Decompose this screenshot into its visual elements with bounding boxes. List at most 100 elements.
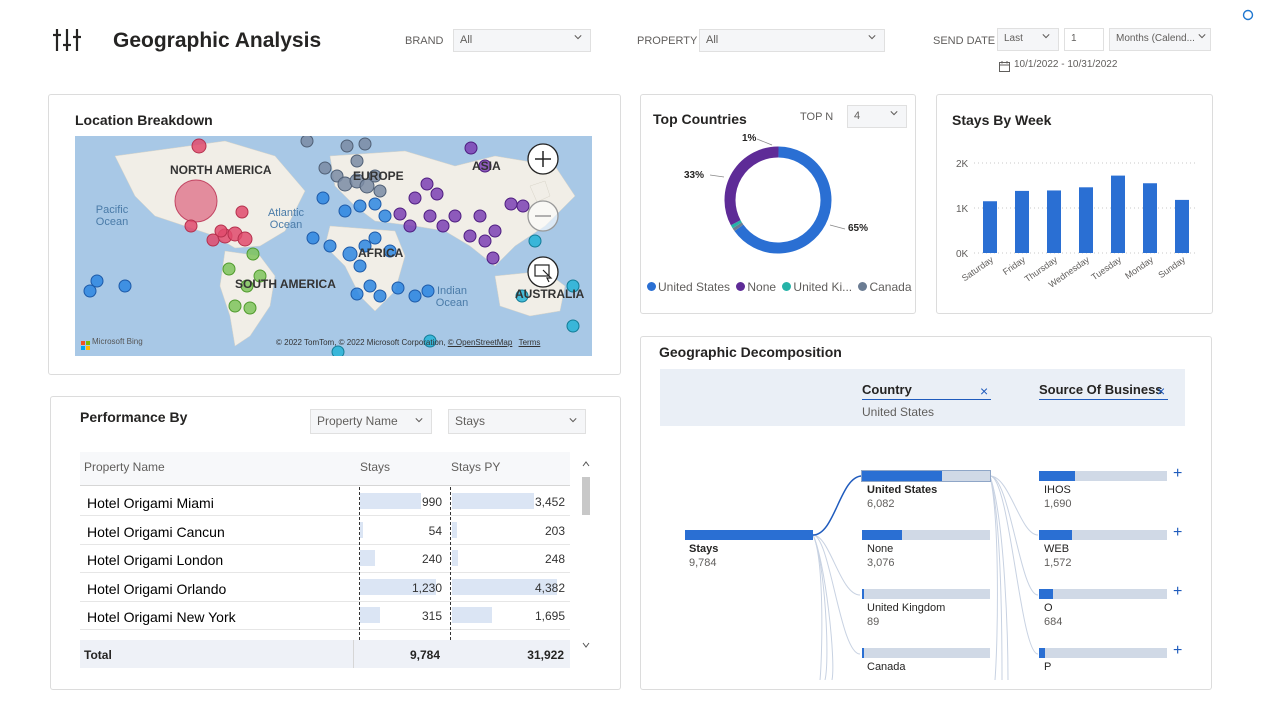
root-node-label: Stays: [689, 543, 719, 555]
x-tick-label: Sunday: [1156, 254, 1187, 280]
bar-saturday[interactable]: [983, 201, 997, 253]
node-bar-fill: [1039, 648, 1045, 658]
send-date-unit-select[interactable]: Months (Calend...: [1109, 28, 1211, 51]
send-date-count-value: 1: [1071, 33, 1077, 44]
expand-plus-icon[interactable]: +: [1173, 642, 1183, 659]
bar-tuesday[interactable]: [1111, 175, 1125, 253]
remove-level-country-icon[interactable]: ×: [980, 383, 989, 399]
map-label-atlantic-ocean: Atlantic Ocean: [267, 207, 305, 231]
bar-wednesday[interactable]: [1079, 187, 1093, 253]
openstreetmap-link[interactable]: © OpenStreetMap: [447, 338, 513, 347]
x-tick-label: Friday: [1001, 254, 1028, 277]
terms-link[interactable]: Terms: [518, 338, 541, 347]
stays-by-week-title: Stays By Week: [952, 112, 1052, 128]
node-bar-fill: [1039, 530, 1073, 540]
expand-plus-icon[interactable]: +: [1173, 465, 1183, 482]
node-bar-track: [1039, 589, 1167, 599]
map-label-africa: AFRICA: [358, 246, 404, 260]
property-select[interactable]: All: [699, 29, 885, 52]
donut-label-65: 65%: [848, 223, 869, 234]
chevron-down-icon: [574, 35, 582, 40]
column-header-stays[interactable]: Stays: [360, 460, 391, 474]
map[interactable]: NORTH AMERICA EUROPE ASIA AFRICA SOUTH A…: [75, 136, 592, 356]
slice-united-states[interactable]: [734, 146, 832, 254]
level-country-value: United States: [862, 405, 935, 419]
map-label-south-america: SOUTH AMERICA: [235, 277, 336, 291]
property-label: PROPERTY: [637, 35, 698, 47]
table-row[interactable]: Hotel Origami Orlando 1,230 4,382: [80, 574, 570, 602]
property-select-value: All: [706, 34, 719, 46]
donut-label-1: 1%: [742, 133, 757, 144]
country-node-value: 6,082: [867, 498, 895, 510]
row-stays-py: 3,452: [534, 495, 565, 509]
source-node-label: O: [1044, 602, 1053, 614]
bar-sunday[interactable]: [1175, 199, 1189, 253]
donut-label-33: 33%: [684, 170, 705, 181]
y-tick-label: 1K: [956, 204, 969, 215]
y-tick-label: 0K: [956, 249, 969, 260]
level-country-header[interactable]: Country: [862, 381, 991, 400]
send-date-mode-select[interactable]: Last: [997, 28, 1059, 51]
table-row[interactable]: Hotel Origami New York 315 1,695: [80, 602, 570, 630]
legend-item-united-states[interactable]: United States: [647, 280, 730, 294]
map-label-indian-ocean: Indian Ocean: [435, 285, 469, 309]
country-node-value: 89: [867, 616, 880, 628]
table-row[interactable]: Hotel Origami London 240 248: [80, 545, 570, 573]
bar-thursday[interactable]: [1047, 190, 1061, 253]
dimension-select[interactable]: Property Name: [310, 409, 432, 434]
legend-label: Canada: [869, 280, 912, 294]
legend-item-united-kingdom[interactable]: United Ki...: [782, 280, 852, 294]
brand-select[interactable]: All: [453, 29, 591, 52]
row-stays: 240: [421, 552, 442, 566]
expand-plus-icon[interactable]: +: [1173, 583, 1183, 600]
source-node-value: 1,690: [1044, 498, 1072, 510]
send-date-unit-value: Months (Calend...: [1116, 33, 1195, 44]
table-total-row: Total 9,784 31,922: [80, 640, 570, 668]
send-date-label: SEND DATE: [933, 35, 996, 47]
stays-bar: [360, 550, 375, 566]
slice-canada[interactable]: [732, 222, 744, 232]
row-stays: 315: [421, 609, 442, 623]
root-node-bar[interactable]: [685, 530, 813, 540]
slice-united-kingdom[interactable]: [730, 220, 742, 229]
send-date-count-input[interactable]: 1: [1064, 28, 1104, 51]
filters-icon[interactable]: [53, 27, 81, 53]
topn-label: TOP N: [800, 111, 834, 123]
donut-chart[interactable]: [640, 125, 916, 275]
column-header-stays-py[interactable]: Stays PY: [451, 460, 501, 474]
remove-level-source-icon[interactable]: ×: [1157, 383, 1166, 399]
total-label: Total: [84, 648, 112, 662]
node-bar-track: [1039, 648, 1167, 658]
source-node-value: 1,572: [1044, 557, 1072, 569]
row-property-name: Hotel Origami Miami: [87, 495, 214, 511]
stays-py-bar: [452, 521, 457, 538]
page-title: Geographic Analysis: [113, 29, 322, 52]
source-node-value: 684: [1044, 616, 1063, 628]
row-stays-py: 203: [544, 523, 565, 538]
table-row[interactable]: Hotel Origami Miami 990 3,452: [80, 488, 570, 516]
expand-plus-icon[interactable]: +: [1173, 524, 1183, 541]
slice-none[interactable]: [724, 146, 779, 226]
row-property-name: Hotel Origami Cancun: [87, 523, 225, 540]
bar-monday[interactable]: [1143, 183, 1157, 253]
level-source-header[interactable]: Source Of Business: [1039, 381, 1168, 400]
map-label-europe: EUROPE: [353, 169, 404, 183]
refresh-icon[interactable]: [1242, 8, 1254, 21]
table-row[interactable]: Hotel Origami Cancun 54 203: [80, 517, 570, 545]
column-header-property-name[interactable]: Property Name: [84, 460, 165, 474]
send-date-mode-value: Last: [1004, 33, 1023, 44]
bar-friday[interactable]: [1015, 190, 1029, 253]
legend-item-none[interactable]: None: [736, 280, 776, 294]
country-node-label: United Kingdom: [867, 602, 946, 614]
level-country-name: Country: [862, 382, 912, 397]
table-scrollbar[interactable]: [580, 455, 592, 655]
legend-item-canada[interactable]: Canada: [858, 280, 912, 294]
measure-select[interactable]: Stays: [448, 409, 586, 434]
topn-select[interactable]: 4: [847, 105, 907, 128]
row-stays-py: 1,695: [534, 609, 565, 623]
table-col-divider: [450, 487, 451, 640]
node-bar-track: [1039, 471, 1167, 481]
stays-py-bar: [452, 550, 458, 566]
row-stays-py: 248: [544, 552, 565, 566]
